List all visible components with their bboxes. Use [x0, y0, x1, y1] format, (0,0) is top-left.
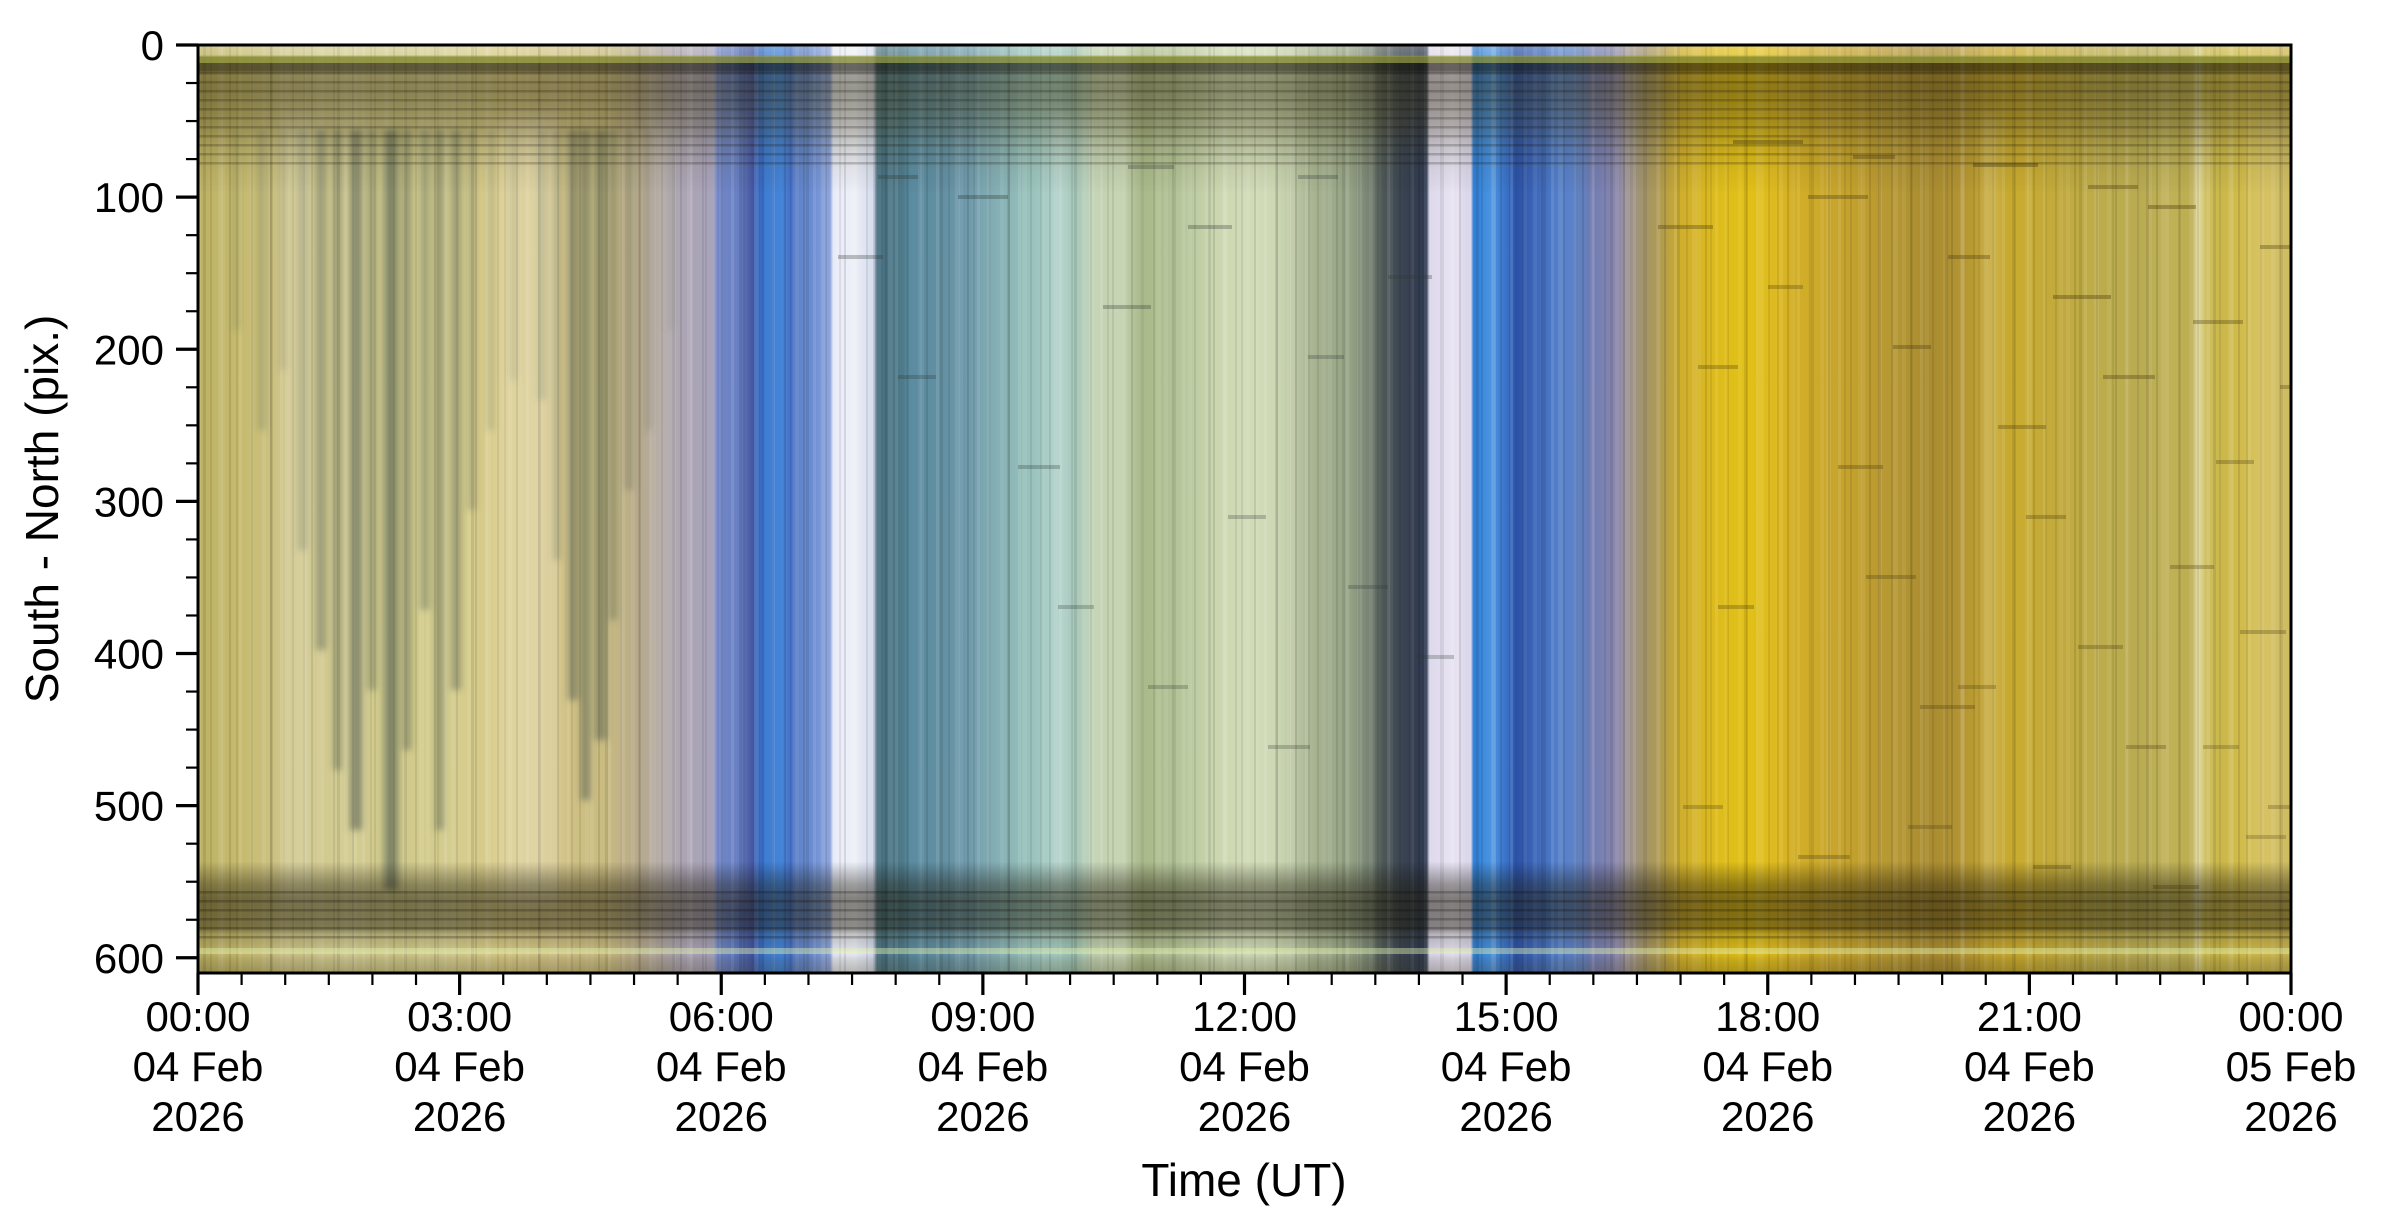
x-tick-label: 15:00: [1454, 993, 1559, 1040]
x-tick-label: 09:00: [930, 993, 1035, 1040]
x-tick-label: 2026: [151, 1093, 244, 1140]
top-pale: [198, 45, 2291, 56]
x-tick-label: 04 Feb: [656, 1043, 787, 1090]
x-tick-label: 18:00: [1715, 993, 1820, 1040]
x-tick-label: 04 Feb: [1441, 1043, 1572, 1090]
x-tick-label: 04 Feb: [394, 1043, 525, 1090]
x-tick-label: 04 Feb: [1702, 1043, 1833, 1090]
x-minor-ticks: [240, 973, 2249, 985]
y-axis-label: South - North (pix.): [16, 315, 68, 704]
green-line: [198, 56, 2291, 63]
y-tick-label: 600: [94, 935, 164, 982]
x-tick-label: 04 Feb: [133, 1043, 264, 1090]
x-tick-label: 00:00: [2238, 993, 2343, 1040]
x-axis-label: Time (UT): [1141, 1154, 1346, 1206]
keogram-row-bands: [198, 45, 2291, 973]
y-tick-label: 400: [94, 631, 164, 678]
y-tick-label: 100: [94, 174, 164, 221]
x-tick-label: 00:00: [145, 993, 250, 1040]
y-major-ticks: [176, 43, 198, 960]
bottom-line: [198, 948, 2291, 954]
x-tick-label: 21:00: [1977, 993, 2082, 1040]
x-tick-label: 12:00: [1192, 993, 1297, 1040]
x-tick-label: 04 Feb: [917, 1043, 1048, 1090]
y-tick-label: 500: [94, 783, 164, 830]
y-tick-label: 300: [94, 478, 164, 525]
x-tick-label: 2026: [413, 1093, 506, 1140]
x-major-ticks: [196, 973, 2293, 995]
x-tick-label: 06:00: [669, 993, 774, 1040]
x-tick-label: 2026: [1721, 1093, 1814, 1140]
plot-frame: [196, 43, 2293, 975]
x-tick-label: 2026: [675, 1093, 768, 1140]
x-tick-label: 2026: [936, 1093, 1029, 1140]
x-tick-label: 2026: [1198, 1093, 1291, 1140]
y-tick-labels: 0 100 200 300 400 500 600: [94, 22, 164, 982]
keogram-image: [198, 45, 2291, 973]
x-tick-label: 05 Feb: [2226, 1043, 2357, 1090]
x-tick-label: 2026: [1459, 1093, 1552, 1140]
x-tick-label: 2026: [1983, 1093, 2076, 1140]
x-tick-label: 04 Feb: [1964, 1043, 2095, 1090]
x-tick-label: 04 Feb: [1179, 1043, 1310, 1090]
x-tick-label: 03:00: [407, 993, 512, 1040]
y-tick-label: 0: [141, 22, 164, 69]
x-tick-label: 2026: [2244, 1093, 2337, 1140]
y-tick-label: 200: [94, 326, 164, 373]
y-minor-ticks: [186, 81, 198, 921]
